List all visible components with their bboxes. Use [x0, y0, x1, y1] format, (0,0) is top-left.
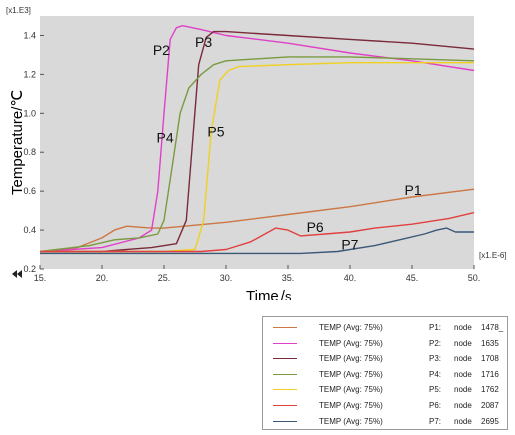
legend-probe-id: P3: [429, 354, 442, 364]
legend-row: TEMP (Avg: 75%) P4: node 1716 [263, 367, 507, 383]
legend: TEMP (Avg: 75%) P1: node 1478_ TEMP (Avg: 75… [262, 316, 508, 430]
x-tick-label: 25. [158, 273, 171, 283]
y-tick-label: 1.4 [23, 30, 36, 40]
legend-variable: TEMP (Avg: 75%) [319, 338, 383, 348]
legend-row: TEMP (Avg: 75%) P3: node 1708 [263, 351, 507, 367]
legend-probe-id: P4: [429, 369, 442, 379]
y-axis-title-name: Temperature/ [9, 106, 26, 195]
legend-variable: TEMP (Avg: 75%) [319, 354, 383, 364]
x-tick-label: 45. [406, 273, 419, 283]
legend-variable: TEMP (Avg: 75%) [319, 323, 383, 332]
legend-line-swatch [273, 373, 297, 375]
x-axis-title-name: Time [246, 288, 279, 300]
legend-probe-id: P2: [429, 338, 442, 348]
series-label-p4: P4 [157, 130, 174, 146]
y-axis-ticks: 0.2 0.4 0.6 0.8 1.0 1.2 1.4 [23, 30, 44, 274]
rewind-icon[interactable] [12, 270, 22, 278]
series-line-p7 [40, 227, 474, 255]
x-tick-label: 35. [282, 273, 295, 283]
x-axis-ticks: 15. 20. 25. 30. 35. 40. 45. 50. [34, 265, 481, 283]
legend-row: TEMP (Avg: 75%) P7: node 2695 [263, 414, 507, 430]
legend-row: TEMP (Avg: 75%) P2: node 1635 [263, 336, 507, 352]
legend-node-word: node [454, 400, 472, 410]
series-label-p1: P1 [405, 182, 422, 198]
series-line-p3 [40, 30, 475, 253]
plot-area [40, 16, 474, 269]
legend-probe-id: P5: [429, 385, 442, 395]
legend-node-word: node [454, 338, 472, 348]
legend-line-swatch [273, 389, 297, 391]
legend-variable: TEMP (Avg: 75%) [319, 416, 383, 426]
legend-row: TEMP (Avg: 75%) P1: node 1478_ [263, 320, 507, 336]
series-layer [39, 25, 475, 255]
series-labels: P1 P2 P3 P4 P5 P6 P7 [153, 34, 422, 252]
legend-row: TEMP (Avg: 75%) P5: node 1762 [263, 382, 507, 398]
x-tick-label: 15. [34, 273, 47, 283]
y-tick-label: 1.2 [23, 69, 36, 79]
y-axis-title: Temperature/℃ [9, 90, 26, 195]
legend-node-number: 1762 [481, 385, 499, 395]
legend-node-word: node [454, 354, 472, 364]
legend-node-word: node [454, 323, 472, 332]
y-tick-label: 0.6 [23, 186, 36, 196]
legend-node-word: node [454, 385, 472, 395]
legend-line-swatch [273, 404, 297, 406]
x-tick-label: 20. [96, 273, 109, 283]
series-label-p7: P7 [341, 237, 358, 253]
x-tick-label: 30. [220, 273, 233, 283]
legend-variable: TEMP (Avg: 75%) [319, 369, 383, 379]
legend-probe-id: P6: [429, 400, 442, 410]
y-axis-title-unit: ℃ [9, 90, 26, 107]
legend-variable: TEMP (Avg: 75%) [319, 385, 383, 395]
legend-line-swatch [273, 358, 297, 360]
x-scale-label: [x1.E-6] [479, 251, 507, 260]
legend-node-number: 1635 [481, 338, 499, 348]
legend-line-swatch [273, 342, 297, 344]
legend-line-swatch [273, 327, 297, 328]
x-tick-label: 50. [468, 273, 481, 283]
legend-node-number: 2087 [481, 400, 499, 410]
legend-variable: TEMP (Avg: 75%) [319, 400, 383, 410]
series-label-p6: P6 [307, 219, 324, 235]
y-tick-label: 1.0 [23, 108, 36, 118]
legend-probe-id: P7: [429, 416, 442, 426]
legend-node-word: node [454, 369, 472, 379]
x-axis-title: Time/s [246, 288, 292, 300]
x-tick-label: 40. [344, 273, 357, 283]
legend-row: TEMP (Avg: 75%) P6: node 2087 [263, 398, 507, 414]
legend-line-swatch [273, 420, 297, 422]
series-line-p2 [39, 25, 475, 253]
legend-node-number: 1708 [481, 354, 499, 364]
series-label-p3: P3 [195, 34, 212, 50]
legend-node-word: node [454, 416, 472, 426]
series-line-p6 [40, 211, 475, 253]
legend-node-number: 2695 [481, 416, 499, 426]
series-line-p4 [39, 56, 475, 253]
legend-node-number: 1716 [481, 369, 499, 379]
y-tick-label: 0.8 [23, 147, 36, 157]
legend-node-number: 1478_ [481, 323, 504, 332]
x-axis-title-unit: s [285, 289, 292, 300]
y-tick-label: 0.4 [23, 225, 36, 235]
series-label-p2: P2 [153, 42, 170, 58]
series-label-p5: P5 [207, 124, 224, 140]
y-tick-label: 0.2 [23, 264, 36, 274]
x-axis-title-separator: / [281, 288, 286, 300]
legend-probe-id: P1: [429, 323, 442, 332]
y-scale-label: [x1.E3] [6, 6, 31, 15]
